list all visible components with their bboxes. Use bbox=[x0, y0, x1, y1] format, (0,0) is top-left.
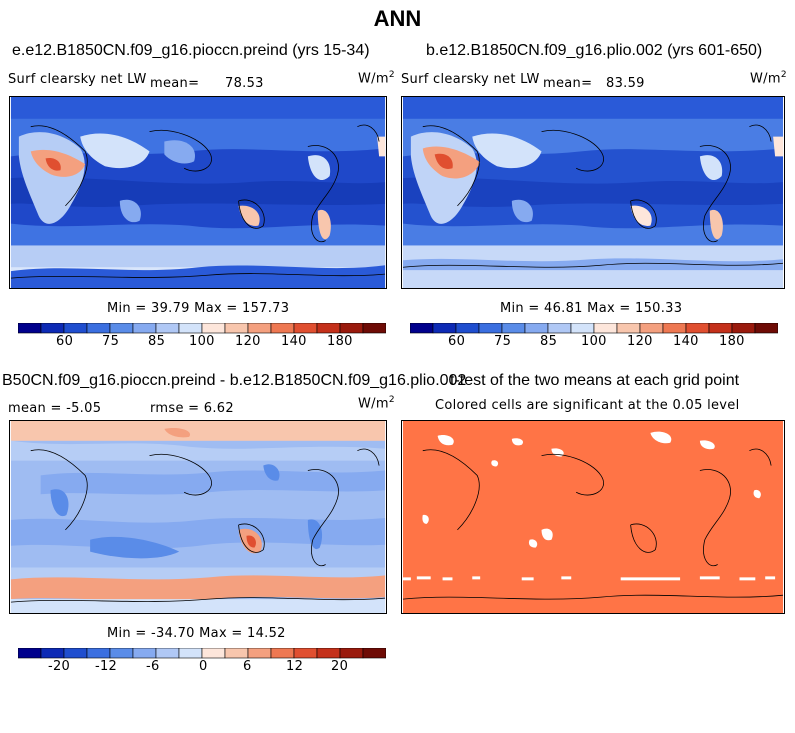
colorbar-box bbox=[109, 323, 134, 334]
panel1-title: e.e12.B1850CN.f09_g16.pioccn.preind (yrs… bbox=[12, 42, 370, 59]
colorbar-box bbox=[40, 323, 65, 334]
cb3-tick-6: 20 bbox=[331, 659, 349, 674]
cb1-tick-6: 180 bbox=[327, 334, 353, 349]
cb3-tick-0: -20 bbox=[48, 659, 71, 674]
colorbar-box bbox=[754, 323, 778, 334]
cb1-tick-1: 75 bbox=[102, 334, 120, 349]
colorbar-box bbox=[731, 323, 756, 334]
colorbar-box bbox=[40, 648, 65, 659]
panel1-mean-label: mean= bbox=[150, 76, 200, 91]
panel3-title: B50CN.f09_g16.pioccn.preind - b.e12.B185… bbox=[2, 372, 467, 389]
colorbar-box bbox=[708, 323, 733, 334]
colorbar-box bbox=[86, 648, 111, 659]
colorbar-box bbox=[293, 648, 318, 659]
colorbar-box bbox=[524, 323, 549, 334]
cb3-tick-1: -12 bbox=[95, 659, 118, 674]
panel3-map bbox=[9, 420, 387, 614]
panel4-subtitle: Colored cells are significant at the 0.0… bbox=[435, 398, 740, 413]
colorbar-box bbox=[547, 323, 572, 334]
panel4-title: t-test of the two means at each grid poi… bbox=[450, 372, 740, 389]
panel1-variable-label: Surf clearsky net LW bbox=[8, 72, 147, 87]
panel3-mean: mean = -5.05 bbox=[8, 401, 102, 416]
panel1-minmax: Min = 39.79 Max = 157.73 bbox=[107, 301, 290, 316]
panel3-units: W/m2 bbox=[358, 395, 395, 412]
colorbar-box bbox=[247, 323, 272, 334]
panel3-minmax: Min = -34.70 Max = 14.52 bbox=[107, 626, 286, 641]
colorbar-box bbox=[201, 323, 226, 334]
colorbar-box bbox=[155, 648, 180, 659]
colorbar-box bbox=[132, 648, 157, 659]
colorbar-box bbox=[63, 648, 88, 659]
colorbar-box bbox=[247, 648, 272, 659]
colorbar-box bbox=[132, 323, 157, 334]
panel2-minmax: Min = 46.81 Max = 150.33 bbox=[500, 301, 683, 316]
cb3-tick-4: 6 bbox=[243, 659, 252, 674]
cb2-tick-5: 140 bbox=[673, 334, 699, 349]
colorbar-box bbox=[201, 648, 226, 659]
panel2-units: W/m2 bbox=[750, 70, 787, 87]
colorbar-box bbox=[362, 323, 386, 334]
colorbar-box bbox=[339, 323, 364, 334]
cb1-tick-2: 85 bbox=[148, 334, 166, 349]
colorbar-box bbox=[178, 648, 203, 659]
colorbar-box bbox=[593, 323, 618, 334]
panel3-rmse: rmse = 6.62 bbox=[150, 401, 234, 416]
panel2-title: b.e12.B1850CN.f09_g16.plio.002 (yrs 601-… bbox=[426, 42, 763, 59]
colorbar-box bbox=[18, 648, 42, 659]
cb2-tick-4: 120 bbox=[627, 334, 653, 349]
cb3-tick-3: 0 bbox=[199, 659, 208, 674]
cb1-tick-4: 120 bbox=[235, 334, 261, 349]
colorbar-box bbox=[270, 648, 295, 659]
colorbar-box bbox=[501, 323, 526, 334]
colorbar-box bbox=[109, 648, 134, 659]
cb1-tick-3: 100 bbox=[189, 334, 215, 349]
colorbar-box bbox=[293, 323, 318, 334]
colorbar-box bbox=[478, 323, 503, 334]
panel1-units: W/m2 bbox=[358, 70, 395, 87]
colorbar-box bbox=[362, 648, 386, 659]
panel4-map bbox=[401, 420, 785, 614]
colorbar-box bbox=[616, 323, 641, 334]
panel2-mean-value: 83.59 bbox=[606, 76, 645, 91]
colorbar-box bbox=[339, 648, 364, 659]
colorbar-box bbox=[18, 323, 42, 334]
colorbar-box bbox=[570, 323, 595, 334]
colorbar-box bbox=[432, 323, 457, 334]
cb3-tick-5: 12 bbox=[286, 659, 304, 674]
cb2-tick-0: 60 bbox=[448, 334, 466, 349]
colorbar-box bbox=[270, 323, 295, 334]
cb1-tick-0: 60 bbox=[56, 334, 74, 349]
panel2-variable-label: Surf clearsky net LW bbox=[401, 72, 540, 87]
cb3-tick-2: -6 bbox=[146, 659, 160, 674]
colorbar-box bbox=[662, 323, 687, 334]
figure-title: ANN bbox=[373, 6, 422, 31]
colorbar-box bbox=[155, 323, 180, 334]
colorbar-box bbox=[178, 323, 203, 334]
cb2-tick-2: 85 bbox=[540, 334, 558, 349]
cb2-tick-6: 180 bbox=[719, 334, 745, 349]
colorbar-box bbox=[86, 323, 111, 334]
colorbar-box bbox=[639, 323, 664, 334]
colorbar-box bbox=[685, 323, 710, 334]
colorbar-box bbox=[316, 323, 341, 334]
cb2-tick-1: 75 bbox=[494, 334, 512, 349]
colorbar-box bbox=[455, 323, 480, 334]
panel2-mean-label: mean= bbox=[543, 76, 593, 91]
panel1-mean-value: 78.53 bbox=[225, 76, 264, 91]
panel1-colorbar bbox=[18, 323, 386, 334]
colorbar-box bbox=[224, 323, 249, 334]
cb2-tick-3: 100 bbox=[581, 334, 607, 349]
colorbar-box bbox=[63, 323, 88, 334]
panel2-colorbar bbox=[410, 323, 778, 334]
colorbar-box bbox=[410, 323, 434, 334]
panel3-colorbar bbox=[18, 648, 386, 659]
cb1-tick-5: 140 bbox=[281, 334, 307, 349]
panel1-map bbox=[9, 96, 387, 289]
colorbar-box bbox=[316, 648, 341, 659]
colorbar-box bbox=[224, 648, 249, 659]
panel2-map bbox=[401, 96, 785, 289]
